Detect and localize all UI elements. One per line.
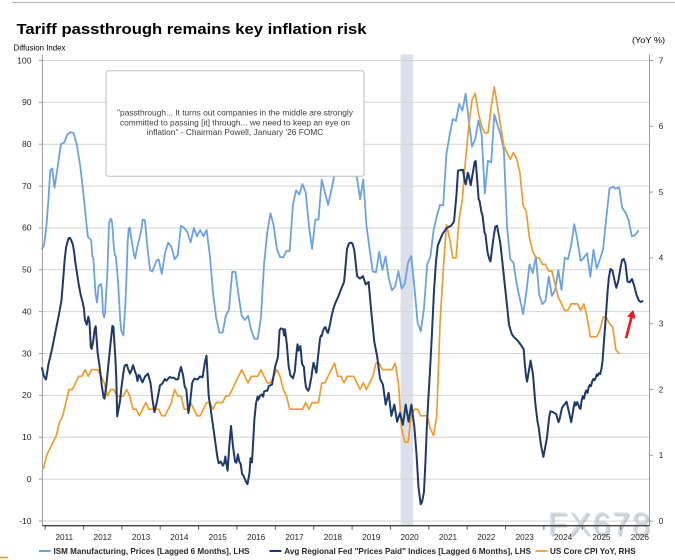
svg-text:60: 60 (22, 223, 32, 233)
svg-text:6: 6 (659, 122, 664, 131)
svg-text:FX678: FX678 (548, 506, 652, 542)
svg-text:2016: 2016 (247, 533, 266, 542)
svg-text:2025: 2025 (592, 533, 611, 542)
svg-text:70: 70 (22, 181, 32, 191)
svg-text:2019: 2019 (362, 533, 381, 542)
svg-text:2021: 2021 (439, 533, 458, 542)
svg-text:40: 40 (22, 306, 32, 316)
svg-text:0: 0 (27, 474, 32, 484)
svg-text:2024: 2024 (554, 533, 573, 542)
svg-text:20: 20 (22, 390, 32, 400)
svg-text:2015: 2015 (209, 533, 228, 542)
svg-text:100: 100 (17, 55, 32, 65)
svg-text:-10: -10 (19, 516, 32, 526)
svg-text:ISM Manufacturing, Prices [Lag: ISM Manufacturing, Prices [Lagged 6 Mont… (54, 547, 251, 556)
svg-text:4: 4 (659, 254, 664, 263)
svg-text:(YoY %): (YoY %) (632, 36, 665, 45)
svg-text:10: 10 (22, 432, 32, 442)
svg-text:2: 2 (659, 385, 664, 394)
svg-text:50: 50 (22, 265, 32, 275)
svg-text:2012: 2012 (94, 533, 113, 542)
svg-text:Tariff passthrough remains key: Tariff passthrough remains key inflation… (17, 22, 368, 38)
svg-text:7: 7 (659, 56, 664, 65)
svg-text:2020: 2020 (401, 533, 420, 542)
svg-text:0: 0 (659, 517, 664, 526)
svg-text:2014: 2014 (170, 533, 189, 542)
svg-text:80: 80 (22, 139, 32, 149)
svg-text:2026: 2026 (631, 533, 650, 542)
svg-text:committed to passing [it] thro: committed to passing [it] through... we … (120, 117, 350, 127)
svg-text:5: 5 (659, 188, 664, 197)
svg-text:2023: 2023 (516, 533, 535, 542)
svg-text:US Core CPI YoY, RHS: US Core CPI YoY, RHS (550, 547, 636, 556)
svg-text:2017: 2017 (285, 533, 304, 542)
svg-text:Diffusion Index: Diffusion Index (14, 44, 66, 53)
svg-text:inflation" - Chairman Powell,: inflation" - Chairman Powell, January '2… (147, 127, 324, 137)
svg-text:90: 90 (22, 97, 32, 107)
svg-text:1: 1 (659, 451, 664, 460)
svg-text:2022: 2022 (477, 533, 496, 542)
svg-text:2013: 2013 (132, 533, 151, 542)
svg-text:2011: 2011 (55, 533, 73, 542)
svg-text:30: 30 (22, 348, 32, 358)
svg-text:"passthrough... It turns out c: "passthrough... It turns out companies i… (117, 107, 354, 117)
svg-text:3: 3 (659, 319, 664, 328)
svg-text:Avg Regional Fed "Prices Paid": Avg Regional Fed "Prices Paid" Indices [… (284, 547, 531, 556)
svg-text:2018: 2018 (324, 533, 343, 542)
